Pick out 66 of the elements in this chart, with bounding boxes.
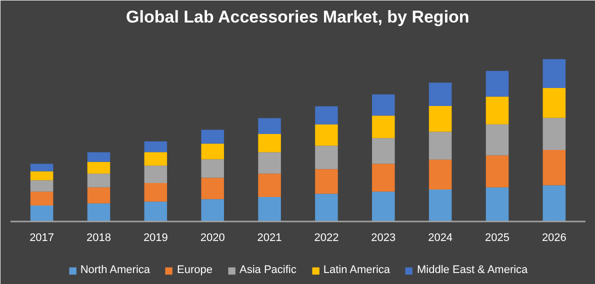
bar (30, 164, 54, 172)
bar (144, 141, 168, 152)
bar (372, 116, 395, 138)
bar (258, 134, 281, 152)
bar (87, 203, 110, 222)
x-tick-label: 2019 (143, 232, 168, 244)
legend-label: Latin America (323, 264, 390, 276)
bar (428, 132, 452, 160)
bar (542, 59, 566, 88)
bar (315, 169, 338, 194)
bar (486, 124, 509, 156)
bar (201, 178, 224, 200)
bar (315, 194, 338, 222)
bar (144, 152, 168, 166)
bar (486, 70, 509, 97)
bar (30, 192, 54, 206)
x-tick-label: 2026 (542, 232, 566, 244)
bar (372, 94, 395, 116)
bar (144, 202, 168, 222)
x-tick-label: 2025 (485, 232, 510, 244)
bar (258, 174, 281, 198)
bar (428, 160, 452, 190)
bar (201, 199, 224, 222)
x-tick-label: 2021 (257, 232, 282, 244)
x-tick-label: 2022 (314, 232, 339, 244)
chart-title: Global Lab Accessories Market, by Region (126, 8, 470, 26)
bar (87, 187, 110, 204)
bar (542, 150, 566, 186)
bar (30, 180, 54, 192)
bar (201, 130, 224, 144)
bar (315, 124, 338, 146)
bar (486, 187, 509, 222)
bar (428, 190, 452, 222)
legend-label: Middle East & America (417, 264, 528, 276)
legend-label: North America (80, 264, 150, 276)
bar (372, 192, 395, 222)
bar (315, 146, 338, 170)
bar (486, 155, 509, 188)
legend-label: Asia Pacific (240, 264, 296, 276)
bar (258, 152, 281, 174)
legend-label: Europe (177, 264, 213, 276)
bar (258, 118, 281, 134)
bar (372, 164, 395, 192)
bar (87, 174, 110, 188)
bar (258, 197, 281, 222)
bar (87, 162, 110, 174)
bar (315, 106, 338, 124)
bar (372, 138, 395, 164)
bar (428, 106, 452, 132)
bar (486, 96, 509, 124)
bar (542, 185, 566, 222)
x-tick-label: 2024 (428, 232, 453, 244)
bar (30, 205, 54, 222)
x-tick-label: 2020 (200, 232, 225, 244)
bar (428, 82, 452, 106)
bar (30, 171, 54, 180)
x-tick-label: 2023 (371, 232, 396, 244)
bar (144, 183, 168, 202)
bar (201, 159, 224, 178)
x-tick-label: 2018 (86, 232, 111, 244)
bar (201, 144, 224, 160)
bar (144, 166, 168, 184)
bar (87, 152, 110, 162)
bar (542, 88, 566, 118)
x-tick-label: 2017 (30, 232, 54, 244)
bar (542, 118, 566, 150)
